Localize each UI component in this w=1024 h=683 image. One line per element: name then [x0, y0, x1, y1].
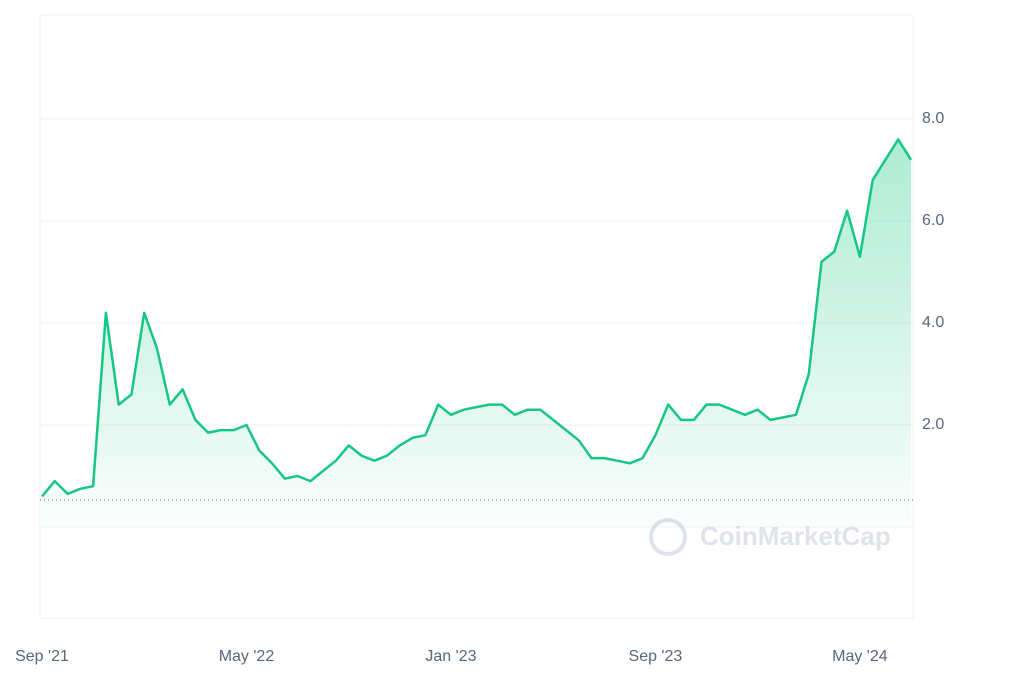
- price-line: [41, 138, 913, 498]
- x-tick-label: Sep '21: [15, 648, 69, 665]
- plot-frame: [39, 14, 914, 619]
- x-tick-label: May '22: [219, 648, 275, 665]
- y-tick-label: 8.0: [922, 110, 944, 127]
- price-area: [42, 139, 911, 527]
- y-tick-label: 2.0: [922, 416, 944, 433]
- x-tick-label: Sep '23: [629, 648, 683, 665]
- y-tick-label: 6.0: [922, 212, 944, 229]
- x-tick-label: Jan '23: [425, 648, 476, 665]
- x-tick-label: May '24: [832, 648, 888, 665]
- y-tick-label: 4.0: [922, 314, 944, 331]
